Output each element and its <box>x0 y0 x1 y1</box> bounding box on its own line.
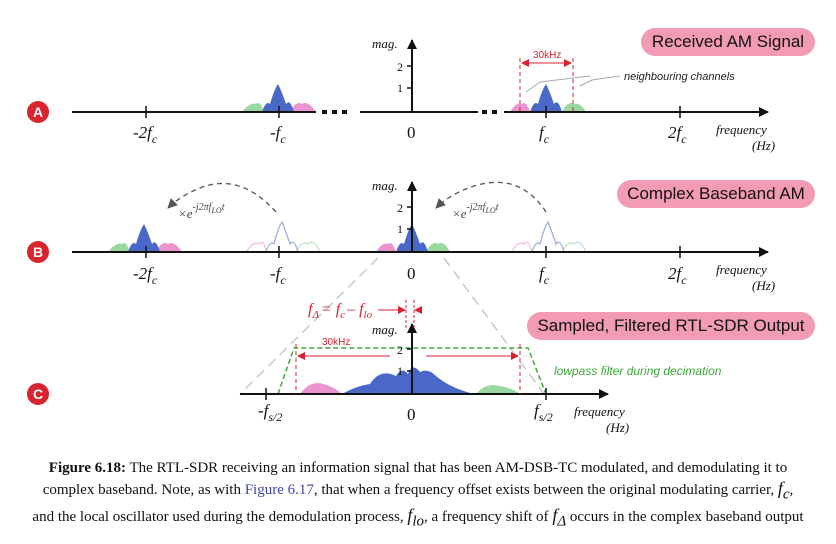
panel-c-title: Sampled, Filtered RTL-SDR Output <box>527 312 815 340</box>
b-tick-1: 1 <box>397 222 403 236</box>
c-axis-label-2: (Hz) <box>606 420 629 435</box>
a-axis-label-2: (Hz) <box>752 138 775 153</box>
caption-text-4: , a frequency shift of <box>424 508 553 525</box>
a-ylabel: mag. <box>372 36 398 51</box>
a-label-fc: fc <box>539 123 550 146</box>
badge-a: A <box>27 101 49 123</box>
b-label-m2fc: -2fc <box>133 264 158 287</box>
caption-label: Figure 6.18: <box>48 460 126 476</box>
ghost-spectra-b <box>245 220 587 253</box>
a-label-zero: 0 <box>407 123 416 142</box>
a-axis-label-1: frequency <box>716 122 767 137</box>
a-tick-1: 1 <box>397 81 403 95</box>
c-label-mfs: -fs/2 <box>258 401 282 424</box>
caption-text-5: occurs in the complex baseband output <box>566 508 804 525</box>
caption-text-3: , and the local oscillator used during t… <box>32 482 794 525</box>
badge-b: B <box>27 241 49 263</box>
mix-label-left: ×e-j2πfLOt <box>178 202 225 221</box>
caption-flo-symbol: flo <box>407 504 425 530</box>
neighbour-label: neighbouring channels <box>624 71 735 83</box>
b-label-p2fc: 2fc <box>668 264 687 287</box>
axis-break-dots <box>322 110 497 114</box>
b-tick-2: 2 <box>397 201 403 215</box>
c-label-zero: 0 <box>407 405 416 424</box>
panel-b-title: Complex Baseband AM <box>617 180 815 208</box>
filter-label: lowpass filter during decimation <box>554 364 722 378</box>
panel-b <box>72 181 769 258</box>
a-label-m2fc: -2fc <box>133 123 158 146</box>
b-label-mfc: -fc <box>270 264 286 287</box>
c-label-fs: fs/2 <box>534 401 553 424</box>
a-tick-2: 2 <box>397 60 403 74</box>
shift-arrow-left <box>167 182 277 213</box>
mix-label-right: ×e-j2πfLOt <box>452 202 499 221</box>
figure-caption: Figure 6.18: The RTL-SDR receiving an in… <box>30 458 806 531</box>
c-ylabel: mag. <box>372 322 398 337</box>
spectrum-a-neg-fc <box>242 84 316 112</box>
neighbour-pointers <box>525 75 621 93</box>
b-label-fc: fc <box>539 264 550 287</box>
panel-c <box>240 300 609 400</box>
zoom-lines <box>239 257 545 395</box>
caption-text-2: , that when a frequency offset exists be… <box>313 482 778 498</box>
lowpass-filter-shape <box>277 347 547 395</box>
c-axis-label-1: frequency <box>574 404 625 419</box>
frequency-offset-marker <box>378 300 422 330</box>
b-axis-label-2: (Hz) <box>752 278 775 293</box>
caption-text-1: The RTL-SDR receiving an information sig… <box>42 460 788 498</box>
b-axis-label-1: frequency <box>716 262 767 277</box>
panel-a-title: Received AM Signal <box>641 28 815 56</box>
spectrum-a-pos-fc <box>510 84 586 112</box>
badge-c: C <box>27 383 49 405</box>
panel-a <box>72 39 769 118</box>
caption-fc-symbol: fc <box>777 478 790 503</box>
c-tick-1: 1 <box>397 364 403 378</box>
spectrum-c <box>300 367 520 394</box>
bandwidth-bracket-c <box>295 344 521 394</box>
spectrum-b-neg-2fc <box>108 224 182 252</box>
a-label-mfc: -fc <box>270 123 286 146</box>
caption-figure-link[interactable]: Figure 6.17 <box>244 482 314 498</box>
shift-arrow-right <box>435 181 547 213</box>
offset-equation: fΔ = fc – flo <box>308 301 373 321</box>
b-ylabel: mag. <box>372 178 398 193</box>
a-label-p2fc: 2fc <box>668 123 687 146</box>
bandwidth-bracket-a <box>519 58 574 112</box>
caption-fdelta-symbol: fΔ <box>552 504 567 530</box>
c-tick-2: 2 <box>397 343 403 357</box>
c-bandwidth-label: 30kHz <box>322 337 350 348</box>
b-label-zero: 0 <box>407 264 416 283</box>
a-bandwidth-label: 30kHz <box>533 50 561 61</box>
